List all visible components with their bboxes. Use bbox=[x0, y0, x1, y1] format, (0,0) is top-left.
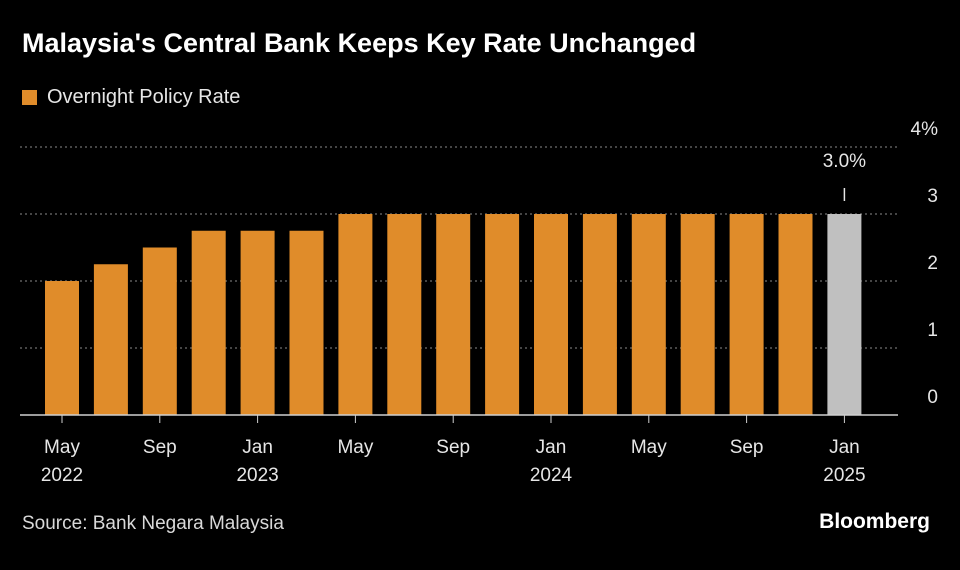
y-tick-label: 1 bbox=[927, 320, 938, 341]
x-tick-label: Sep bbox=[143, 437, 177, 458]
x-tick-year-label: 2025 bbox=[823, 465, 865, 486]
bar bbox=[338, 214, 373, 415]
source-note: Source: Bank Negara Malaysia bbox=[22, 513, 284, 534]
legend-label: Overnight Policy Rate bbox=[47, 85, 241, 108]
x-tick-label: May bbox=[631, 437, 667, 458]
bar bbox=[729, 214, 764, 415]
bar bbox=[387, 214, 422, 415]
x-tick-label: May bbox=[337, 437, 373, 458]
bar-highlighted bbox=[827, 214, 862, 415]
bar bbox=[778, 214, 813, 415]
chart-title: Malaysia's Central Bank Keeps Key Rate U… bbox=[22, 28, 697, 58]
bar bbox=[93, 264, 128, 415]
x-tick-year-label: 2024 bbox=[530, 465, 573, 486]
legend-swatch bbox=[22, 89, 37, 105]
x-tick-label: Jan bbox=[536, 437, 567, 458]
x-tick-year-label: 2022 bbox=[41, 465, 83, 486]
bars bbox=[45, 214, 862, 415]
x-tick-year-label: 2023 bbox=[236, 465, 278, 486]
bar bbox=[534, 214, 568, 415]
y-tick-label: 2 bbox=[927, 253, 938, 274]
bar bbox=[436, 214, 471, 415]
x-tick-label: Sep bbox=[730, 437, 764, 458]
y-axis-ticks: 0 1 2 3 4% bbox=[911, 119, 939, 408]
bar bbox=[45, 281, 79, 415]
annotation: 3.0% bbox=[823, 151, 866, 201]
x-tick-label: Jan bbox=[829, 437, 860, 458]
bar bbox=[191, 230, 226, 415]
annotation-label: 3.0% bbox=[823, 151, 866, 172]
bar bbox=[289, 230, 324, 415]
bar bbox=[582, 214, 617, 415]
y-tick-label: 0 bbox=[927, 387, 938, 408]
bar bbox=[240, 230, 275, 415]
y-tick-label: 4% bbox=[911, 119, 939, 140]
x-axis-ticks: May 2022 Sep Jan 2023 May Sep Jan 2024 May Sep Jan 2… bbox=[41, 415, 866, 486]
y-tick-label: 3 bbox=[927, 186, 938, 207]
bar bbox=[680, 214, 715, 415]
x-tick-label: Sep bbox=[436, 437, 470, 458]
bar bbox=[142, 247, 177, 415]
brand-logo: Bloomberg bbox=[819, 510, 930, 533]
bar bbox=[631, 214, 666, 415]
legend: Overnight Policy Rate bbox=[22, 84, 240, 110]
x-tick-label: Jan bbox=[242, 437, 273, 458]
x-tick-label: May bbox=[44, 437, 80, 458]
bar bbox=[485, 214, 520, 415]
